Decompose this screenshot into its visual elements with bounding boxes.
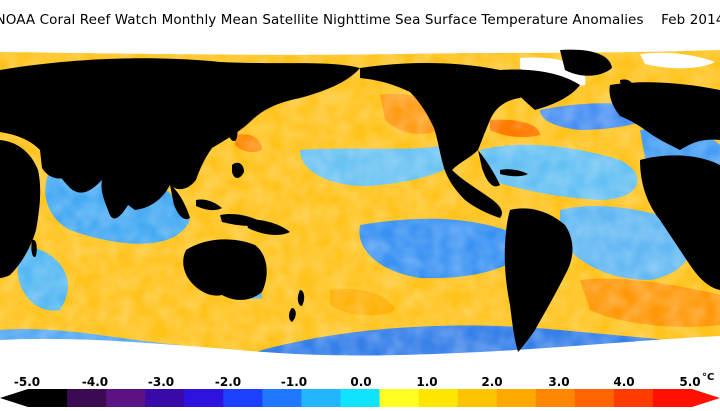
colorbar-tick-label: -1.0 [280, 375, 308, 389]
colorbar-tick-label: 4.0 [613, 375, 635, 389]
land-masses [0, 49, 720, 352]
land-eurasia [0, 58, 360, 211]
colorbar-swatch [262, 389, 303, 407]
land-africa-west [640, 155, 720, 290]
colorbar-unit: °C [702, 372, 715, 383]
colorbar-tick-label: -2.0 [214, 375, 242, 389]
colorbar-swatch [223, 389, 263, 407]
colorbar-tick-label: 5.0 [679, 375, 701, 389]
map-title: NOAA Coral Reef Watch Monthly Mean Satel… [0, 12, 720, 28]
land-japan [227, 119, 238, 142]
colorbar-swatch [184, 389, 224, 407]
colorbar-tick-label: 3.0 [548, 375, 570, 389]
colorbar-tick-label: 2.0 [481, 375, 503, 389]
colorbar-swatch [574, 389, 615, 407]
colorbar-swatch [496, 389, 537, 407]
colorbar-swatch [457, 389, 498, 407]
colorbar-swatch [28, 389, 68, 407]
colorbar-swatch [340, 389, 381, 407]
land-se-asia [170, 185, 190, 220]
colorbar-tick-label: 0.0 [350, 375, 372, 389]
land-australia [183, 239, 267, 300]
colorbar-swatch [379, 389, 420, 407]
colorbar-tick-label: -4.0 [81, 375, 109, 389]
land-greenland [560, 49, 612, 76]
colorbar-swatch [418, 389, 459, 407]
colorbar-tick-label: 1.0 [416, 375, 438, 389]
colorbar-ramp [0, 389, 720, 407]
colorbar-swatch [535, 389, 576, 407]
colorbar-low-arrow [0, 389, 28, 407]
colorbar-swatch [67, 389, 107, 407]
anomaly-map [0, 40, 720, 371]
land-north-america [360, 63, 524, 218]
land-madagascar [31, 239, 37, 258]
colorbar: -5.0 -4.0 -3.0 -2.0 -1.0 0.0 1.0 2.0 3.0… [0, 372, 720, 411]
colorbar-swatch [301, 389, 342, 407]
colorbar-high-arrow [692, 389, 720, 407]
colorbar-swatch [652, 389, 693, 407]
land-south-america [504, 208, 573, 352]
land-africa [0, 140, 41, 278]
colorbar-tick-label: -5.0 [13, 375, 41, 389]
sea-ice [0, 40, 720, 371]
land-india [101, 180, 128, 219]
colorbar-tick-label: -3.0 [147, 375, 175, 389]
colorbar-swatch [613, 389, 654, 407]
colorbar-swatch [106, 389, 146, 407]
land-europe [609, 82, 720, 150]
colorbar-swatch [145, 389, 185, 407]
